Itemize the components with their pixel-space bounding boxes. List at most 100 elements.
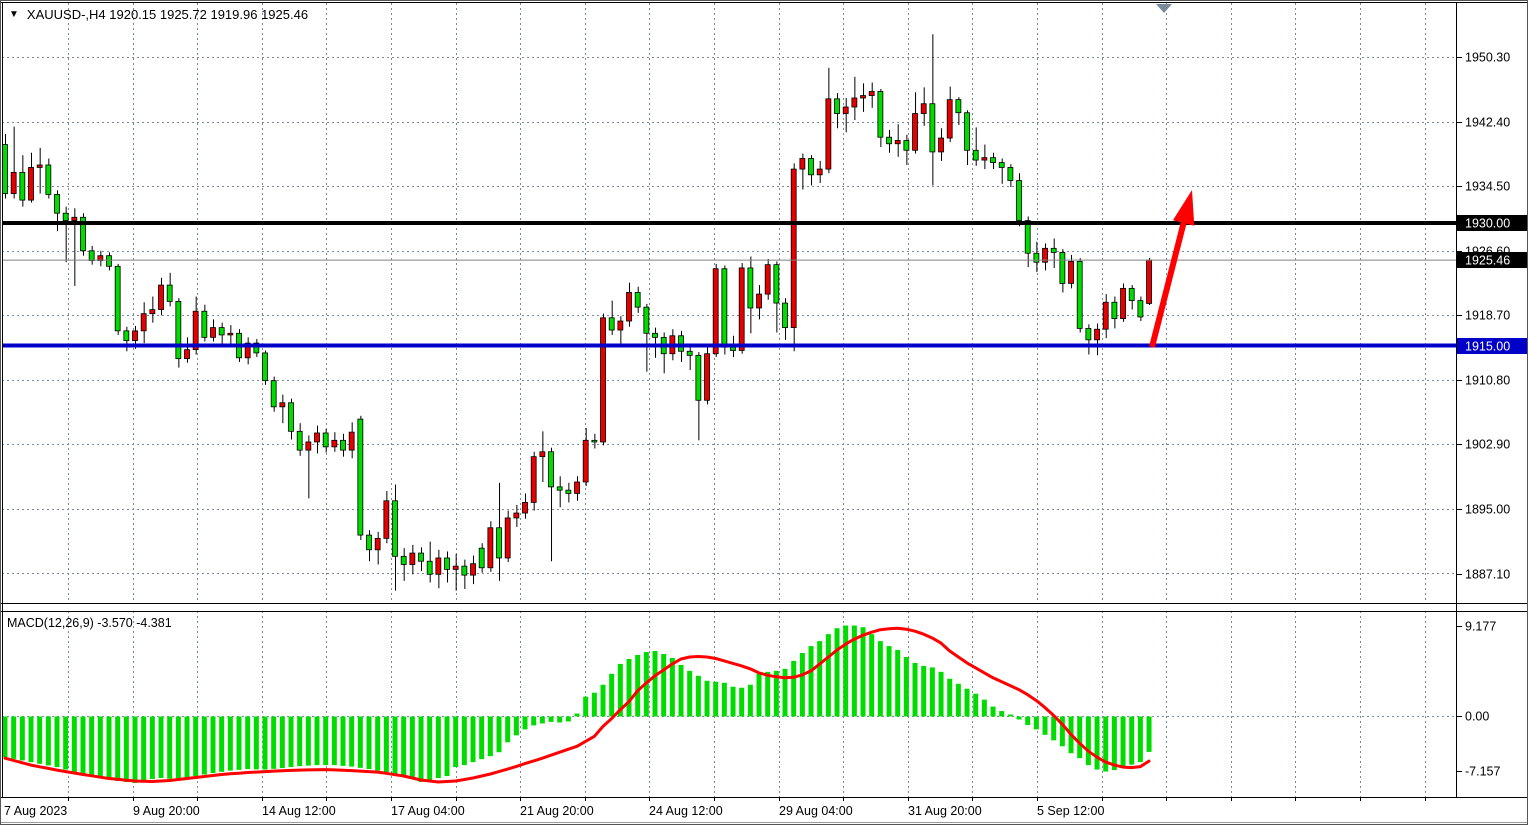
macd-histogram-bar	[1137, 716, 1143, 763]
candle	[955, 99, 962, 114]
candle	[1068, 260, 1074, 284]
candle	[149, 309, 156, 315]
macd-histogram-bar	[245, 716, 251, 770]
macd-histogram-bar	[1085, 716, 1091, 766]
candle	[435, 557, 442, 575]
macd-histogram-bar	[929, 667, 935, 717]
candle	[166, 284, 173, 302]
macd-indicator-label: MACD(12,26,9) -3.570 -4.381	[7, 616, 172, 630]
candle	[1102, 301, 1109, 330]
macd-histogram-bar	[505, 716, 511, 743]
macd-histogram-bar	[106, 716, 112, 780]
candle	[461, 565, 468, 576]
macd-histogram-bar	[461, 716, 467, 766]
macd-histogram-bar	[201, 716, 207, 775]
price-axis-label: 1934.50	[1465, 180, 1510, 194]
macd-histogram-bar	[834, 628, 840, 717]
candle	[426, 560, 433, 575]
macd-histogram-bar	[981, 699, 987, 717]
price-badge	[1457, 338, 1527, 354]
candle	[643, 306, 650, 334]
candle	[825, 98, 832, 170]
candle	[790, 168, 797, 328]
macd-axis[interactable]: 9.177 0.00 -7.157	[1456, 620, 1500, 779]
candle	[487, 527, 494, 569]
candles-group	[2, 34, 1152, 591]
macd-histogram-bar	[123, 716, 129, 782]
macd-histogram-bar	[479, 716, 485, 760]
price-axis-label: 1910.80	[1465, 374, 1510, 388]
macd-histogram-bar	[903, 656, 909, 717]
candle	[1094, 328, 1100, 341]
candle	[314, 432, 320, 443]
candle	[990, 157, 996, 163]
candle	[1076, 260, 1083, 329]
candle	[894, 140, 901, 145]
candle	[574, 481, 580, 494]
macd-histogram-bar	[496, 716, 502, 753]
macd-histogram-bar	[921, 665, 927, 717]
candle	[756, 293, 762, 309]
time-axis-label: 5 Sep 12:00	[1037, 804, 1104, 818]
macd-axis-label: 0.00	[1465, 710, 1489, 724]
macd-histogram-bar	[947, 678, 953, 717]
candle	[730, 346, 736, 351]
price-badge-label: 1930.00	[1465, 217, 1510, 231]
candle	[582, 439, 589, 483]
up-trend-arrow[interactable]	[1149, 190, 1195, 348]
candle	[201, 310, 208, 338]
macd-histogram-bar	[886, 646, 892, 717]
candle	[504, 517, 511, 559]
candle	[522, 502, 528, 514]
macd-axis-label: 9.177	[1465, 620, 1496, 634]
macd-histogram-bar	[340, 716, 346, 766]
candle	[366, 534, 372, 551]
price-axis-label: 1887.10	[1465, 568, 1510, 582]
candle	[929, 103, 936, 153]
candle	[1007, 167, 1014, 181]
candle	[19, 171, 26, 201]
time-axis[interactable]: 7 Aug 2023 9 Aug 20:00 14 Aug 12:00 17 Aug …	[4, 797, 1426, 818]
macd-axis-label: -7.157	[1465, 765, 1500, 779]
candle	[357, 418, 364, 536]
price-badge	[1457, 215, 1527, 231]
time-axis-label: 14 Aug 12:00	[262, 804, 336, 818]
candle	[331, 439, 338, 448]
macd-histogram-bar	[756, 673, 762, 717]
candle	[617, 320, 624, 331]
macd-histogram-bar	[305, 716, 311, 766]
macd-histogram-bar	[652, 651, 658, 717]
macd-histogram-bar	[877, 641, 883, 717]
macd-histogram-bar	[782, 668, 788, 717]
candle	[10, 171, 17, 194]
macd-histogram-bar	[1103, 716, 1109, 772]
macd-histogram-bar	[1077, 716, 1083, 759]
candle	[608, 317, 615, 331]
macd-histogram-bar	[548, 716, 554, 722]
candle	[764, 264, 771, 295]
price-axis[interactable]: 1950.301942.401934.501926.601918.701910.…	[1456, 51, 1528, 582]
candle	[808, 158, 814, 176]
macd-histogram-bar	[314, 716, 320, 766]
candle	[54, 194, 60, 214]
price-axis-label: 1942.40	[1465, 116, 1510, 130]
macd-histogram-bar	[54, 716, 60, 768]
macd-histogram-bar	[661, 654, 667, 717]
macd-histogram-bar	[817, 641, 823, 717]
candle	[1033, 252, 1040, 263]
candle	[834, 98, 840, 114]
macd-histogram-bar	[470, 716, 476, 763]
candle	[253, 342, 260, 354]
time-axis-label: 24 Aug 12:00	[649, 804, 723, 818]
macd-histogram-bar	[210, 716, 216, 774]
macd-histogram-bar	[739, 687, 745, 717]
candle	[132, 330, 138, 342]
candle	[782, 302, 788, 328]
macd-histogram-bar	[331, 716, 337, 766]
candle	[444, 557, 450, 570]
scroll-to-end-marker-icon[interactable]	[1156, 4, 1172, 13]
macd-histogram-bar	[11, 716, 17, 759]
candle	[860, 95, 866, 99]
